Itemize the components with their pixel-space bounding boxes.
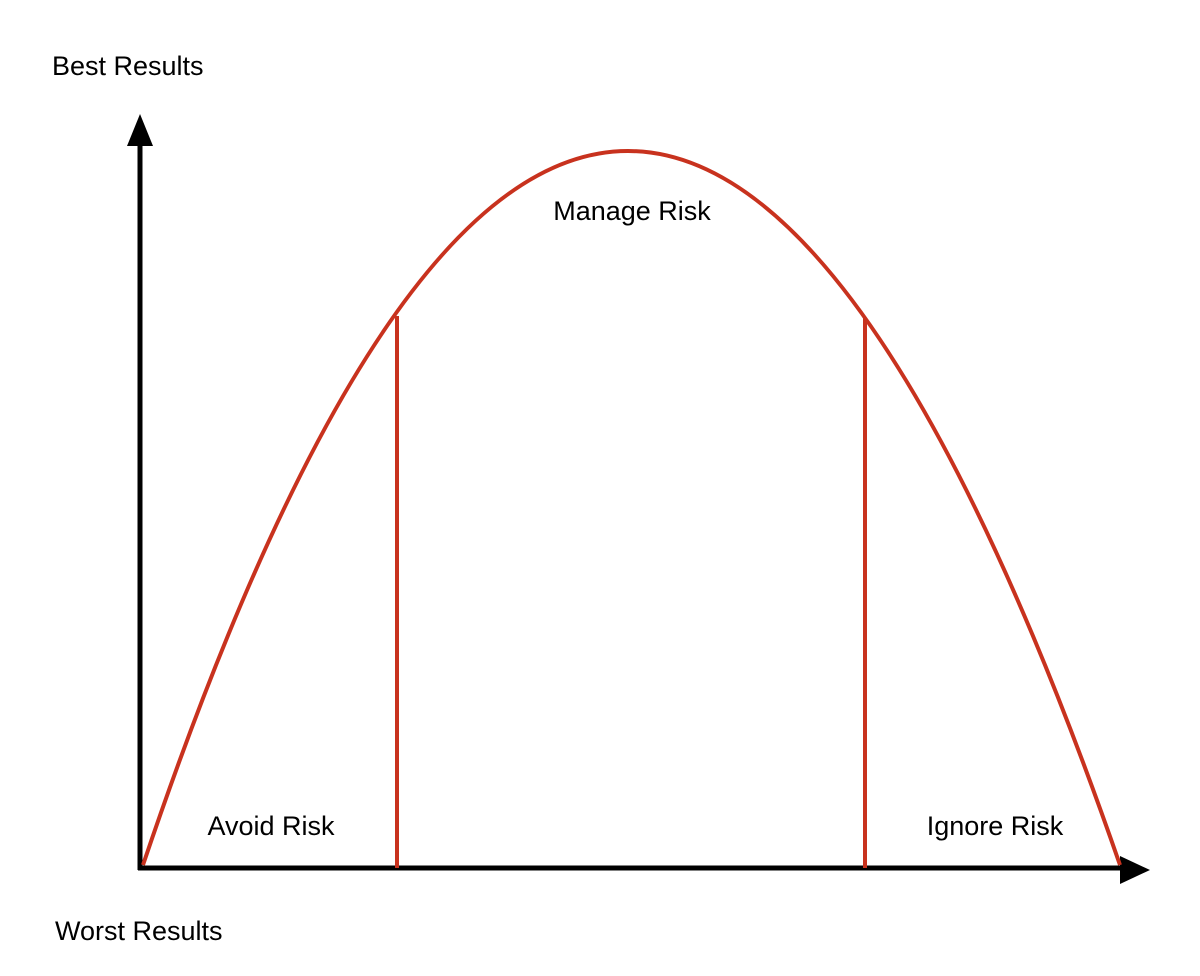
results-curve <box>141 149 1122 866</box>
x-axis-arrow <box>1120 856 1150 884</box>
y-axis-arrow <box>127 114 153 146</box>
axis-label-top: Best Results <box>52 51 204 81</box>
region-label: Ignore Risk <box>927 811 1064 841</box>
axis-label-bottom: Worst Results <box>55 916 223 946</box>
region-label: Avoid Risk <box>207 811 335 841</box>
region-label: Manage Risk <box>553 196 711 226</box>
